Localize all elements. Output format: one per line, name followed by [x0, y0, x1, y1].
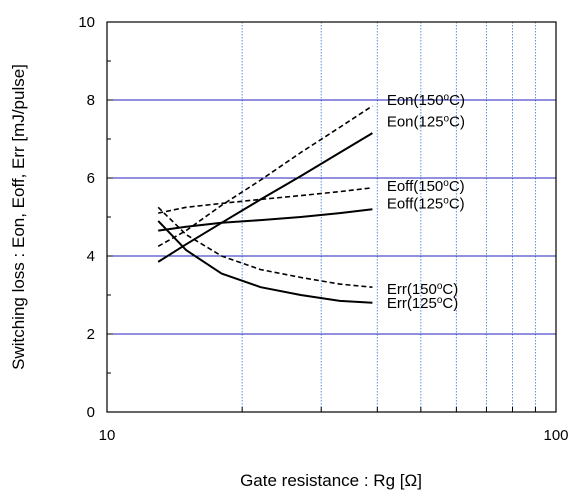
y-axis-title: Switching loss : Eon, Eoff, Err [mJ/puls… — [9, 64, 28, 370]
series-label: Eoff(125oC) — [387, 195, 465, 212]
series-line — [157, 206, 373, 288]
y-tick-label: 10 — [78, 14, 95, 31]
axis-ticks — [106, 21, 557, 413]
y-tick-label: 4 — [87, 248, 95, 265]
series-line — [157, 132, 373, 263]
x-tick-label: 100 — [543, 427, 568, 444]
series-label: Eoff(150oC) — [387, 178, 465, 195]
y-tick-label: 8 — [87, 92, 95, 109]
series-line — [158, 187, 373, 214]
data-series — [157, 105, 373, 304]
y-tick-label: 2 — [87, 326, 95, 343]
series-labels: Eon(150oC) Eon(125oC) Eoff(150oC)Eoff(125o… — [387, 92, 465, 312]
x-tick-label: 10 — [99, 427, 116, 444]
series-label: Err(150oC) — [387, 281, 458, 298]
series-line — [157, 220, 373, 304]
series-line — [158, 208, 373, 232]
y-tick-label: 6 — [87, 170, 95, 187]
series-label: Eon(125oC) — [387, 113, 465, 130]
series-label: Err(125oC) — [387, 295, 458, 312]
series-label: Eon(150oC) — [387, 92, 465, 109]
x-axis-title: Gate resistance : Rg [Ω] — [240, 471, 422, 490]
grid-lines — [107, 22, 556, 412]
tick-labels: 0 2 4 6 8 10 10 100 — [78, 14, 568, 444]
series-line — [157, 105, 373, 247]
plot-frame — [106, 21, 557, 413]
y-tick-label: 0 — [87, 404, 95, 421]
